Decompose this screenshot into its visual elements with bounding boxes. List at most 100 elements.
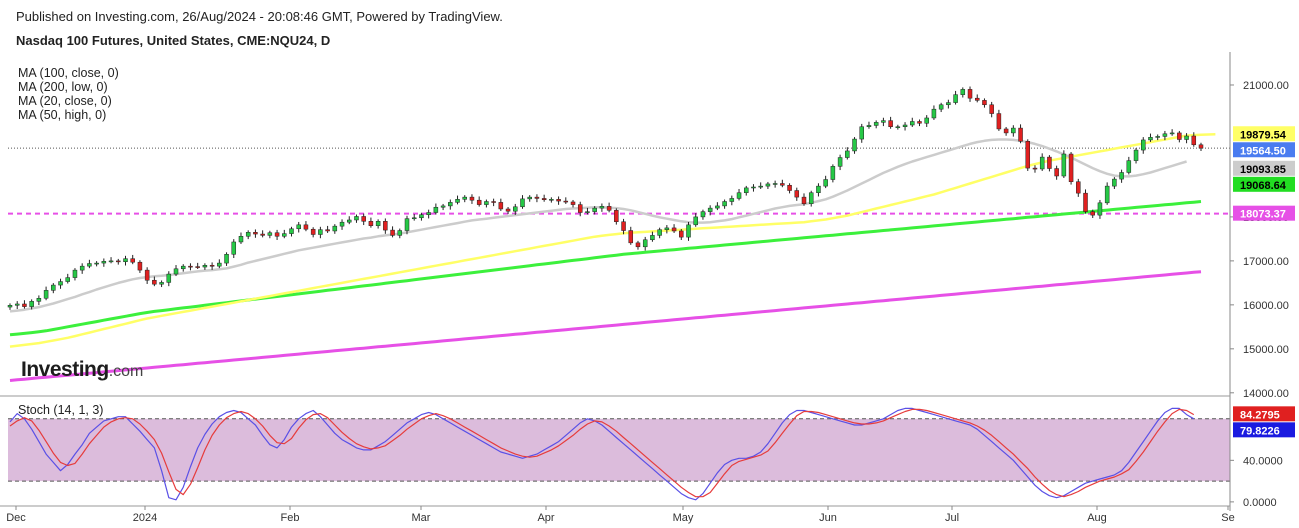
candle-down: [476, 199, 482, 205]
candle-down: [996, 113, 1002, 130]
candle-down: [152, 279, 157, 285]
candle-up: [1133, 149, 1139, 161]
candle-up: [58, 281, 63, 286]
candle-up: [238, 236, 244, 243]
price-tag-label: 19068.64: [1240, 180, 1287, 192]
candle-up: [938, 104, 944, 110]
stochastic-pane: [8, 407, 1230, 501]
candle-up: [1126, 160, 1132, 173]
candle-down: [325, 229, 330, 232]
candle-down: [498, 202, 504, 210]
candle-up: [881, 120, 886, 123]
candle-up: [1104, 185, 1110, 204]
candle-up: [245, 232, 251, 237]
candle-down: [888, 120, 893, 128]
osc-tag-label: 79.8226: [1240, 425, 1280, 437]
candle-up: [397, 230, 403, 236]
candle-up: [1061, 153, 1067, 177]
ma200-line: [9, 270, 1202, 382]
candle-down: [1018, 127, 1023, 142]
legend-ma200[interactable]: MA (200, low, 0): [18, 80, 108, 94]
candle-up: [852, 138, 857, 152]
osc-tag: 79.8226: [1233, 422, 1295, 438]
candle-down: [628, 230, 634, 244]
candle-up: [859, 126, 864, 140]
candle-up: [1039, 156, 1045, 170]
time-tick-label: May: [673, 512, 694, 524]
candle-up: [1097, 202, 1103, 216]
candle-up: [217, 262, 222, 267]
candle-up: [592, 207, 597, 212]
candle-up: [816, 185, 821, 193]
candle-down: [635, 242, 641, 248]
candle-down: [260, 233, 265, 236]
candle-up: [296, 224, 301, 230]
time-tick-label: Dec: [6, 512, 26, 524]
candle-up: [123, 258, 128, 263]
legend-ma20[interactable]: MA (20, close, 0): [18, 94, 112, 108]
candle-up: [664, 227, 670, 230]
price-tag: 18073.37: [1233, 205, 1295, 221]
logo-suffix: .com: [108, 363, 144, 380]
candle-down: [1090, 211, 1095, 216]
candle-up: [1169, 132, 1175, 135]
candle-up: [765, 183, 771, 187]
price-pane: [7, 86, 1230, 382]
candle-up: [87, 263, 92, 267]
candle-down: [671, 227, 677, 232]
candle-up: [722, 201, 727, 207]
candle-down: [144, 269, 150, 281]
osc-tick-label: 0.0000: [1243, 497, 1277, 509]
time-tick-label: Feb: [281, 512, 300, 524]
candle-down: [679, 230, 684, 238]
candle-up: [520, 198, 525, 208]
price-tick-label: 17000.00: [1243, 256, 1289, 268]
candle-up: [650, 235, 655, 241]
candle-down: [1047, 156, 1052, 169]
candle-up: [166, 273, 172, 283]
candle-up: [931, 108, 937, 119]
ma20-line: [9, 138, 1187, 313]
candle-up: [808, 192, 814, 204]
candle-up: [953, 94, 958, 103]
price-tag-bg: [1233, 142, 1295, 158]
time-tick-label: Jul: [945, 512, 959, 524]
candle-up: [924, 117, 929, 124]
time-tick-label: Se: [1221, 512, 1234, 524]
investing-logo[interactable]: Investing.com: [21, 358, 143, 382]
candle-up: [1162, 133, 1168, 137]
candle-up: [354, 216, 359, 221]
candle-up: [1011, 127, 1016, 134]
candle-down: [1191, 135, 1197, 146]
candle-up: [1155, 136, 1160, 138]
candle-down: [1032, 167, 1038, 170]
candle-down: [188, 265, 193, 268]
candle-up: [29, 301, 34, 307]
candle-up: [946, 102, 951, 106]
candle-down: [577, 204, 583, 213]
candle-up: [736, 192, 742, 199]
price-tick-label: 16000.00: [1243, 300, 1289, 312]
candle-down: [274, 232, 280, 237]
candle-up: [231, 241, 237, 255]
legend-ma50[interactable]: MA (50, high, 0): [18, 108, 107, 122]
candle-up: [866, 125, 872, 128]
candle-up: [1119, 172, 1124, 180]
candle-down: [361, 216, 366, 222]
candle-up: [94, 262, 99, 265]
price-tick-label: 14000.00: [1243, 388, 1289, 400]
osc-tag-label: 84.2795: [1240, 409, 1280, 421]
candle-up: [1141, 139, 1146, 151]
candle-up: [700, 211, 706, 218]
ma100-line: [9, 200, 1202, 337]
legend-ma100[interactable]: MA (100, close, 0): [18, 66, 119, 80]
price-tag: 19068.64: [1233, 176, 1295, 192]
stoch-d-line: [9, 408, 1195, 498]
candle-down: [505, 208, 511, 212]
price-tag-label: 19879.54: [1240, 129, 1287, 141]
candle-up: [282, 233, 287, 237]
candle-down: [469, 196, 475, 201]
candle-up: [657, 229, 662, 236]
stoch-k-line: [9, 407, 1195, 501]
